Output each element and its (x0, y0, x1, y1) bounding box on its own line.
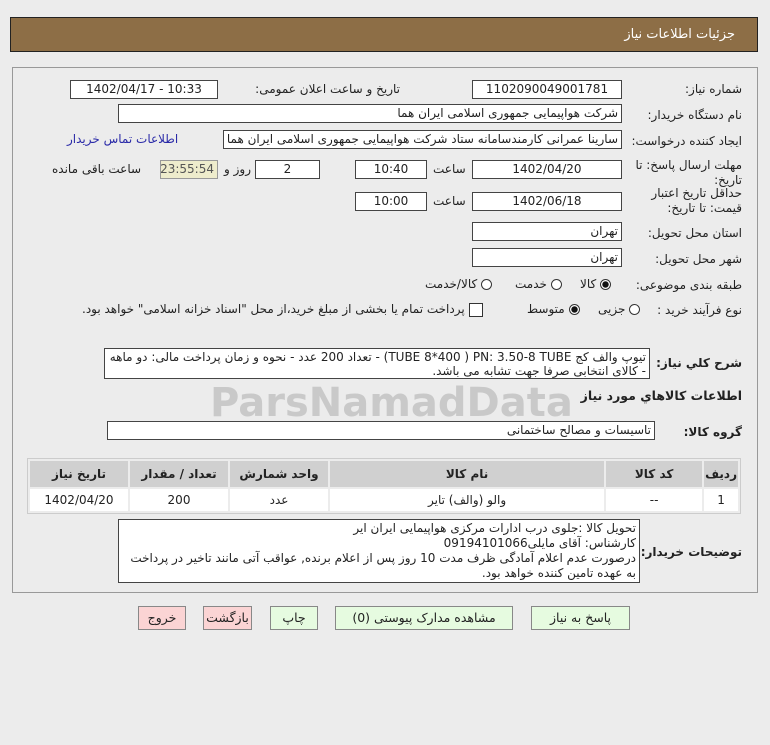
goods-table-wrap: ردیف کد کالا نام کالا واحد شمارش تعداد /… (27, 458, 741, 514)
goods-group-field: تاسیسات و مصالح ساختمانی (107, 421, 655, 440)
notes-line: کارشناس: آقای مایلی09194101066 (443, 536, 636, 550)
city-label: شهر محل تحویل: (655, 252, 742, 266)
buyer-field: شرکت هواپیمایی جمهوری اسلامی ایران هما (118, 104, 622, 123)
cell-unit: عدد (230, 489, 328, 511)
days-field: 2 (255, 160, 320, 179)
validity-time-field: 10:00 (355, 192, 427, 211)
validity-time-label: ساعت (433, 194, 466, 208)
deadline-time-label: ساعت (433, 162, 466, 176)
radio-icon[interactable] (629, 304, 641, 315)
city-field: تهران (472, 248, 622, 267)
print-button[interactable]: چاپ (270, 606, 318, 630)
notes-field: تحویل کالا :جلوی درب ادارات مرکزی هواپیم… (118, 519, 640, 583)
category-option-service[interactable]: خدمت (515, 277, 562, 291)
process-label: نوع فرآیند خرید : (657, 303, 742, 317)
col-row: ردیف (704, 461, 738, 487)
page-title: جزئیات اطلاعات نیاز (624, 27, 735, 42)
goods-table: ردیف کد کالا نام کالا واحد شمارش تعداد /… (28, 459, 740, 513)
deadline-label: مهلت ارسال پاسخ: تا تاریخ: (635, 158, 742, 187)
buyer-label: نام دستگاه خریدار: (647, 108, 743, 122)
validity-label: حداقل تاریخ اعتبار قیمت: تا تاریخ: (651, 186, 742, 215)
reply-button[interactable]: پاسخ به نیاز (531, 606, 630, 630)
cell-row: 1 (704, 489, 738, 511)
checkbox-icon[interactable] (468, 302, 483, 317)
col-unit: واحد شمارش (230, 461, 328, 487)
creator-field: سارینا عمرانی کارمندسامانه ستاد شرکت هوا… (223, 130, 622, 149)
radio-selected-icon[interactable] (600, 279, 612, 290)
need-number-field: 1102090049001781 (472, 80, 622, 99)
process-option-minor[interactable]: جزیی (598, 302, 641, 316)
days-label: روز و (224, 162, 251, 176)
description-label: شرح کلي نياز: (656, 356, 742, 370)
table-header-row: ردیف کد کالا نام کالا واحد شمارش تعداد /… (30, 461, 738, 487)
cell-date: 1402/04/20 (30, 489, 128, 511)
col-qty: تعداد / مقدار (130, 461, 228, 487)
announce-field: 1402/04/17 - 10:33 (70, 80, 218, 99)
announce-label: تاریخ و ساعت اعلان عمومی: (255, 82, 400, 96)
category-option-goods[interactable]: کالا (580, 277, 612, 291)
cell-qty: 200 (130, 489, 228, 511)
exit-button[interactable]: خروج (138, 606, 186, 630)
province-label: استان محل تحویل: (647, 226, 742, 240)
radio-selected-icon[interactable] (568, 304, 580, 315)
goods-section-title: اطلاعات کالاهاي مورد نياز (580, 388, 742, 403)
table-row: 1 -- والو (والف) تایر عدد 200 1402/04/20 (30, 489, 738, 511)
watermark-logo-text: ParsNamadData (210, 380, 573, 426)
buyer-contact-link[interactable]: اطلاعات تماس خریدار (67, 132, 179, 146)
radio-icon[interactable] (481, 279, 493, 290)
attachments-button[interactable]: مشاهده مدارک پیوستی (0) (335, 606, 513, 630)
category-label: طبقه بندی موضوعی: (635, 278, 742, 292)
validity-date-field: 1402/06/18 (472, 192, 622, 211)
remaining-time-field: 23:55:54 (160, 160, 218, 179)
page-header: جزئیات اطلاعات نیاز (10, 17, 758, 52)
notes-line: تحویل کالا :جلوی درب ادارات مرکزی هواپیم… (353, 521, 636, 535)
cell-name: والو (والف) تایر (330, 489, 605, 511)
remaining-label: ساعت باقی مانده (52, 162, 142, 176)
back-button[interactable]: بازگشت (203, 606, 252, 630)
goods-group-label: گروه کالا: (683, 425, 742, 439)
process-option-medium[interactable]: متوسط (527, 302, 580, 316)
need-number-label: شماره نیاز: (685, 82, 742, 96)
creator-label: ایجاد کننده درخواست: (631, 134, 742, 148)
notes-line: درصورت عدم اعلام آمادگی ظرف مدت 10 روز پ… (130, 551, 636, 580)
deadline-time-field: 10:40 (355, 160, 427, 179)
category-option-goods-service[interactable]: کالا/خدمت (425, 277, 493, 291)
col-code: کد کالا (606, 461, 703, 487)
deadline-date-field: 1402/04/20 (472, 160, 622, 179)
province-field: تهران (472, 222, 622, 241)
radio-icon[interactable] (550, 279, 562, 290)
treasury-checkbox[interactable]: پرداخت تمام یا بخشی از مبلغ خرید،از محل … (82, 302, 483, 317)
col-name: نام کالا (330, 461, 605, 487)
description-field: تیوپ والف کج TUBE 8*400 ) PN: 3.50-8 TUB… (104, 348, 650, 379)
col-date: تاریخ نیاز (30, 461, 128, 487)
cell-code: -- (606, 489, 703, 511)
notes-label: توضیحات خریدار: (640, 545, 742, 559)
